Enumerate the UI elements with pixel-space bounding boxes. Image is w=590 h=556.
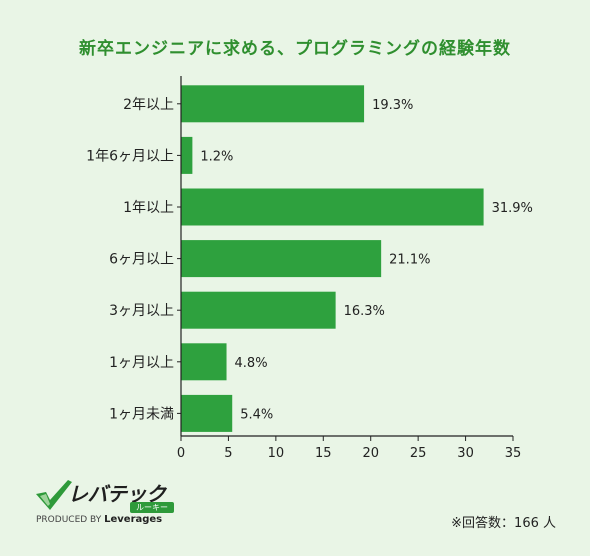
bar	[181, 394, 233, 432]
data-label: 4.8%	[235, 356, 268, 371]
bar	[181, 136, 193, 174]
category-label: 1年6ヶ月以上	[86, 148, 174, 164]
x-tick-label: 5	[224, 446, 232, 461]
x-tick-label: 35	[505, 446, 522, 461]
checkmark-icon	[36, 480, 72, 510]
data-label: 16.3%	[344, 304, 385, 319]
data-label: 31.9%	[492, 201, 533, 216]
category-label: 1ヶ月以上	[109, 355, 174, 371]
category-label: 1ヶ月未満	[109, 406, 174, 422]
x-tick-label: 25	[410, 446, 427, 461]
x-tick-label: 10	[268, 446, 285, 461]
response-count-note: ※回答数：166 人	[451, 516, 556, 531]
data-label: 19.3%	[372, 98, 413, 113]
data-label: 21.1%	[389, 253, 430, 268]
category-label: 1年以上	[123, 200, 174, 216]
logo-sub: ルーキー	[130, 502, 174, 513]
data-label: 1.2%	[200, 149, 233, 164]
category-label: 2年以上	[123, 97, 174, 113]
bar	[181, 291, 336, 329]
bar	[181, 240, 382, 278]
produced-by: PRODUCED BY Leverages	[36, 514, 162, 525]
x-tick-label: 20	[362, 446, 379, 461]
levtech-rookie-logo: レバテック ルーキー PRODUCED BY Leverages	[34, 478, 184, 528]
category-label: 6ヶ月以上	[109, 252, 174, 268]
bar	[181, 85, 365, 123]
chart-title: 新卒エンジニアに求める、プログラミングの経験年数	[79, 39, 511, 59]
x-tick-label: 0	[177, 446, 185, 461]
category-label: 3ヶ月以上	[109, 303, 174, 319]
produced-by-label: PRODUCED BY	[36, 515, 102, 525]
bar	[181, 188, 484, 226]
data-label: 5.4%	[240, 407, 273, 422]
x-tick-label: 30	[457, 446, 474, 461]
bar	[181, 343, 227, 381]
x-tick-label: 15	[315, 446, 332, 461]
company-name: Leverages	[104, 514, 163, 525]
